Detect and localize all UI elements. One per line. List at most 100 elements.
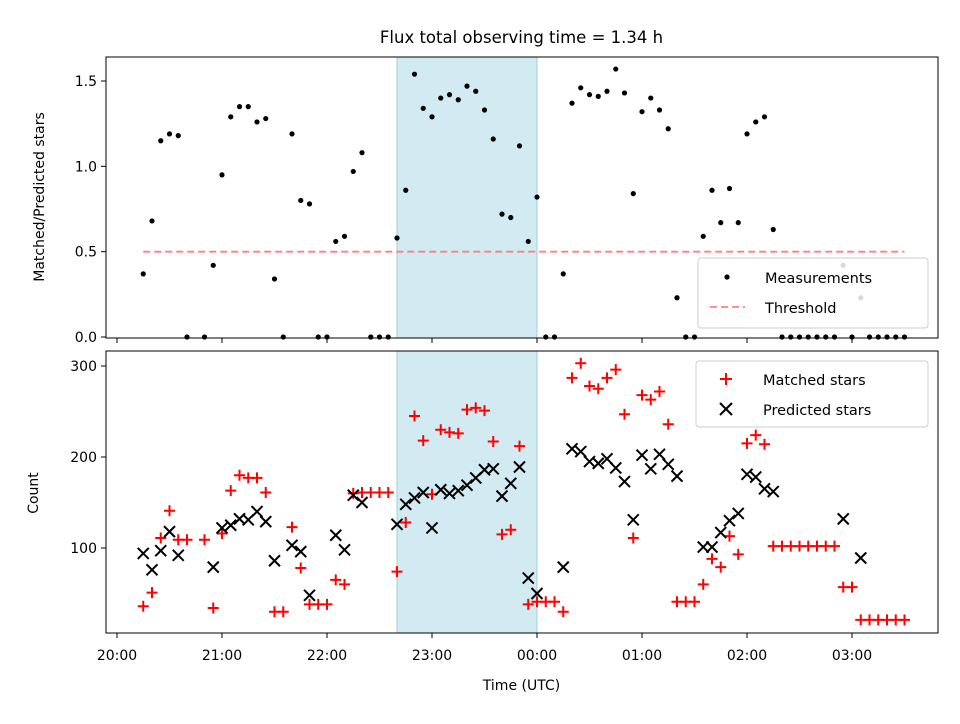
- measurement-point: [683, 334, 689, 340]
- ratio-panel-frame: [105, 56, 939, 339]
- matched-star-point: [619, 408, 630, 420]
- matched-star-point: [470, 402, 482, 414]
- predicted-star-point: [303, 589, 316, 602]
- measurement-point: [403, 187, 409, 193]
- measurement-point: [166, 131, 173, 137]
- matched-star-point: [759, 438, 770, 450]
- matched-star-point: [234, 469, 245, 481]
- measurement-point: [875, 334, 881, 340]
- matched-star-point: [566, 372, 578, 384]
- predicted-star-point: [390, 518, 404, 531]
- count-legend: Matched stars Predicted stars: [695, 360, 929, 428]
- matched-star-point: [181, 534, 193, 546]
- legend-matched-marker: [720, 373, 732, 385]
- matched-star-point: [522, 598, 534, 610]
- count-panel: 100 200 300 20:00 21:00 22:00 23:00 00:00 01:00 0…: [26, 350, 939, 694]
- matched-star-point: [225, 485, 237, 497]
- predicted-star-point: [268, 554, 281, 567]
- matched-star-point: [286, 521, 298, 533]
- predicted-star-point: [697, 540, 710, 554]
- matched-star-point: [899, 614, 910, 626]
- matched-star-point: [575, 357, 587, 369]
- matched-star-point: [689, 596, 700, 608]
- matched-star-point: [645, 394, 657, 406]
- measurement-point: [525, 238, 531, 245]
- measurement-point: [551, 334, 558, 340]
- predicted-star-point: [495, 489, 509, 503]
- measurement-point: [543, 334, 549, 340]
- measurement-point: [823, 334, 829, 340]
- measurement-point: [831, 334, 838, 340]
- matched-star-point: [636, 389, 648, 401]
- measurement-point: [753, 119, 759, 125]
- measurement-point: [805, 334, 811, 340]
- predicted-star-point: [443, 487, 456, 500]
- measurement-point: [718, 220, 724, 226]
- matched-star-point: [435, 424, 447, 436]
- predicted-star-point: [145, 563, 159, 577]
- matched-star-point: [155, 532, 167, 544]
- measurement-point: [639, 109, 645, 115]
- predicted-star-point: [670, 469, 684, 483]
- matched-star-point: [409, 410, 420, 422]
- matched-star-point: [750, 429, 762, 441]
- legend-predicted-label: Predicted stars: [763, 403, 871, 419]
- measurement-point: [814, 334, 820, 340]
- predicted-star-point: [837, 512, 850, 526]
- measurement-point: [569, 100, 575, 106]
- predicted-star-point: [732, 507, 745, 520]
- measurement-point: [770, 226, 776, 233]
- matched-star-point: [251, 472, 263, 484]
- predicted-star-point: [399, 498, 412, 511]
- measurement-point: [499, 211, 505, 217]
- measurement-point: [796, 334, 803, 340]
- matched-star-point: [697, 578, 709, 590]
- x-tick-label: 21:00: [202, 648, 242, 664]
- measurement-point: [446, 92, 453, 98]
- predicted-star-point: [504, 477, 517, 490]
- matched-star-point: [610, 364, 622, 376]
- predicted-star-point: [565, 442, 579, 456]
- predicted-star-point: [627, 513, 640, 526]
- x-tick-label: 01:00: [622, 648, 662, 664]
- measurement-point: [368, 334, 374, 340]
- matched-star-point: [654, 385, 665, 397]
- matched-star-point: [417, 435, 429, 447]
- predicted-star-point: [714, 526, 727, 539]
- measurement-point: [595, 93, 601, 99]
- matched-star-point: [706, 553, 718, 565]
- matched-star-point: [452, 427, 464, 439]
- measurement-point: [140, 271, 146, 277]
- ratio-y-tick-label: 1.5: [75, 74, 97, 90]
- matched-star-point: [584, 380, 595, 392]
- predicted-star-point: [487, 462, 500, 476]
- ratio-y-tick-label: 0.0: [75, 330, 97, 346]
- measurement-point: [429, 114, 435, 120]
- legend-measurements-marker: [724, 274, 730, 280]
- measurement-point: [621, 90, 628, 96]
- measurement-point: [341, 233, 348, 239]
- measurement-point: [455, 97, 461, 103]
- matched-star-point: [601, 372, 613, 384]
- measurement-point: [289, 131, 295, 137]
- chart-title: Flux total observing time = 1.34 h: [380, 28, 663, 47]
- matched-star-point: [715, 561, 727, 573]
- measurement-point: [219, 172, 225, 178]
- measurement-point: [578, 85, 584, 91]
- legend-threshold-label: Threshold: [764, 301, 836, 317]
- measurement-point: [411, 71, 418, 77]
- predicted-star-point: [522, 571, 535, 585]
- matched-star-point: [662, 418, 674, 430]
- predicted-star-point: [460, 479, 474, 492]
- measurement-point: [744, 131, 750, 137]
- predicted-star-point: [530, 587, 544, 600]
- measurement-point: [665, 126, 671, 132]
- matched-star-point: [846, 581, 858, 593]
- measurement-point: [394, 235, 400, 241]
- measurement-point: [420, 105, 426, 111]
- measurement-point: [604, 88, 610, 94]
- x-tick-label: 02:00: [727, 648, 767, 664]
- measurement-point: [630, 191, 636, 197]
- count-y-tick-label: 100: [70, 541, 97, 557]
